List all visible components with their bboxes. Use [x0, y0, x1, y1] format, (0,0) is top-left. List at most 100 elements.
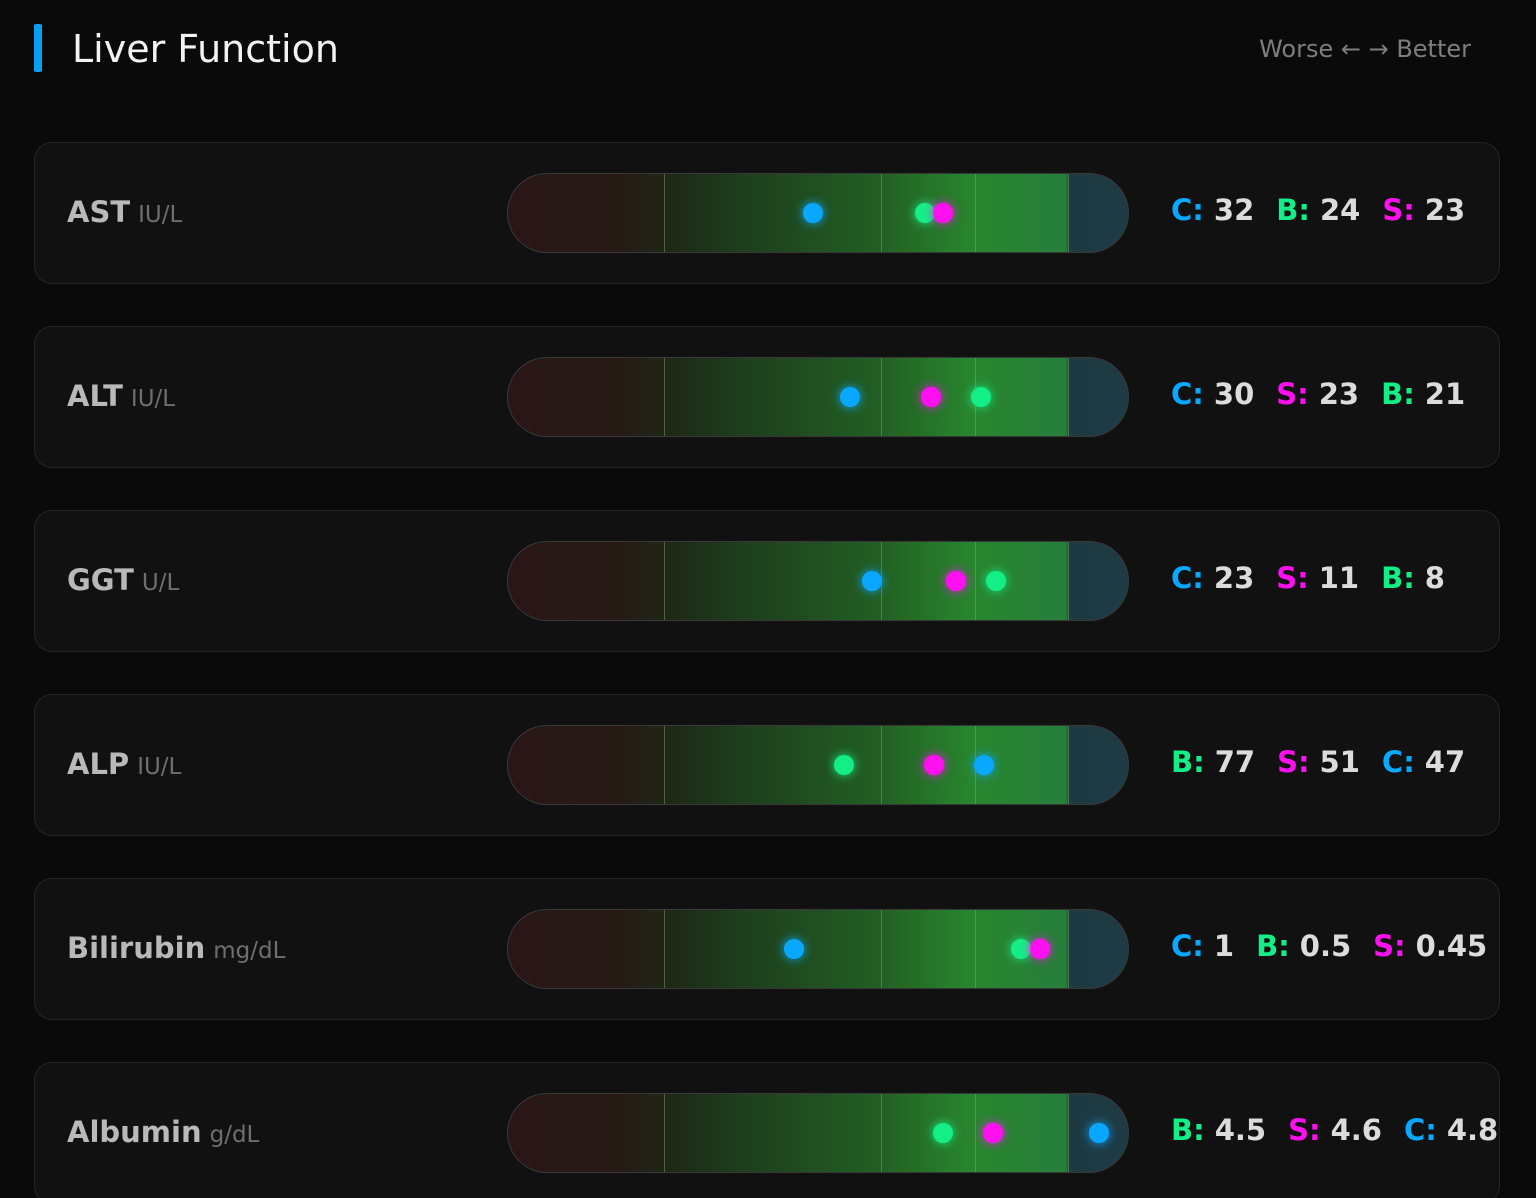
metric-card-alt: ALT IU/L C: 30 S: 23 B: 21	[34, 326, 1500, 468]
metric-card-ggt: GGT U/L C: 23 S: 11 B: 8	[34, 510, 1500, 652]
value-number: 23	[1318, 377, 1360, 411]
metric-card-alp: ALP IU/L B: 77 S: 51 C: 47	[34, 694, 1500, 836]
value-key: S:	[1277, 745, 1310, 779]
metric-unit: g/dL	[209, 1122, 260, 1148]
value-number: 47	[1424, 745, 1466, 779]
value-s: S: 4.6	[1288, 1113, 1382, 1147]
value-key: B:	[1276, 193, 1310, 227]
marker-b	[970, 387, 991, 407]
metric-name: Bilirubin	[67, 931, 206, 965]
section-title: Liver Function	[72, 27, 339, 71]
metric-name: ALP	[67, 747, 130, 781]
zone-divider	[974, 1094, 976, 1172]
zone-divider	[1067, 174, 1069, 252]
marker-b	[986, 571, 1007, 591]
value-key: C:	[1171, 929, 1204, 963]
value-b: B: 24	[1276, 193, 1360, 227]
range-gauge	[507, 725, 1129, 805]
value-key: S:	[1382, 193, 1415, 227]
value-number: 11	[1318, 561, 1360, 595]
marker-s	[945, 571, 966, 591]
value-number: 23	[1213, 561, 1255, 595]
metric-label: Albumin g/dL	[67, 1115, 259, 1155]
value-number: 4.8	[1446, 1113, 1499, 1147]
zone-divider	[974, 174, 976, 252]
zone-divider	[1067, 542, 1069, 620]
metric-unit: IU/L	[138, 202, 183, 228]
marker-b	[914, 203, 935, 223]
value-s: S: 23	[1276, 377, 1359, 411]
value-b: B: 8	[1381, 561, 1445, 595]
metric-unit: U/L	[141, 570, 180, 596]
metric-name: ALT	[67, 379, 123, 413]
marker-b	[1011, 939, 1032, 959]
zone-divider	[881, 726, 883, 804]
zone-divider	[663, 1094, 665, 1172]
value-key: S:	[1276, 377, 1309, 411]
marker-s	[983, 1123, 1004, 1143]
metric-unit: IU/L	[130, 386, 176, 412]
value-c: C: 4.8	[1404, 1113, 1498, 1147]
range-gauge	[507, 909, 1129, 989]
zone-divider	[881, 174, 883, 252]
value-number: 4.6	[1330, 1113, 1382, 1147]
zone-divider	[881, 1094, 883, 1172]
marker-c	[784, 939, 805, 959]
marker-c	[802, 203, 823, 223]
value-number: 1	[1213, 929, 1235, 963]
value-key: C:	[1381, 745, 1415, 779]
zone-divider	[663, 174, 665, 252]
value-s: S: 51	[1277, 745, 1360, 779]
value-key: B:	[1171, 745, 1205, 779]
direction-hint: Worse ← → Better	[1259, 35, 1471, 63]
section-header: Liver Function Worse ← → Better	[34, 24, 1474, 74]
range-gauge	[507, 541, 1129, 621]
value-c: C: 30	[1171, 377, 1254, 411]
value-key: B:	[1256, 929, 1290, 963]
value-b: B: 77	[1171, 745, 1255, 779]
zone-divider	[663, 910, 665, 988]
value-number: 4.5	[1214, 1113, 1267, 1147]
metric-label: AST IU/L	[67, 195, 182, 235]
range-gauge	[507, 1093, 1129, 1173]
marker-c	[973, 755, 994, 775]
value-s: S: 23	[1382, 193, 1465, 227]
value-s: S: 0.45	[1373, 929, 1487, 963]
marker-c	[861, 571, 882, 591]
value-key: B:	[1171, 1113, 1205, 1147]
value-b: B: 0.5	[1256, 929, 1351, 963]
value-c: C: 23	[1171, 561, 1254, 595]
value-key: S:	[1288, 1113, 1321, 1147]
marker-b	[933, 1123, 954, 1143]
value-readout: C: 23 S: 11 B: 8	[1171, 561, 1467, 601]
value-readout: C: 32 B: 24 S: 23	[1171, 193, 1487, 233]
value-s: S: 11	[1276, 561, 1359, 595]
value-number: 77	[1214, 745, 1256, 779]
metric-card-albumin: Albumin g/dL B: 4.5 S: 4.6 C: 4.8	[34, 1062, 1500, 1198]
value-number: 32	[1213, 193, 1255, 227]
value-key: B:	[1381, 561, 1415, 595]
metric-label: ALP IU/L	[67, 747, 181, 787]
metric-name: GGT	[67, 563, 134, 597]
value-number: 0.5	[1299, 929, 1352, 963]
metric-label: GGT U/L	[67, 563, 179, 603]
metric-card-bilirubin: Bilirubin mg/dL C: 1 B: 0.5 S: 0.45	[34, 878, 1500, 1020]
value-key: C:	[1171, 561, 1204, 595]
value-b: B: 4.5	[1171, 1113, 1266, 1147]
marker-s	[1029, 939, 1050, 959]
value-number: 30	[1213, 377, 1255, 411]
value-number: 0.45	[1415, 929, 1488, 963]
zone-divider	[1067, 1094, 1069, 1172]
value-number: 8	[1424, 561, 1445, 595]
value-key: C:	[1171, 193, 1204, 227]
metric-unit: mg/dL	[213, 938, 286, 964]
zone-divider	[663, 726, 665, 804]
marker-c	[840, 387, 861, 407]
value-c: C: 32	[1171, 193, 1254, 227]
value-readout: C: 30 S: 23 B: 21	[1171, 377, 1487, 417]
value-key: B:	[1381, 377, 1415, 411]
zone-divider	[974, 542, 976, 620]
value-c: C: 1	[1171, 929, 1234, 963]
metric-label: Bilirubin mg/dL	[67, 931, 285, 971]
value-number: 21	[1424, 377, 1466, 411]
